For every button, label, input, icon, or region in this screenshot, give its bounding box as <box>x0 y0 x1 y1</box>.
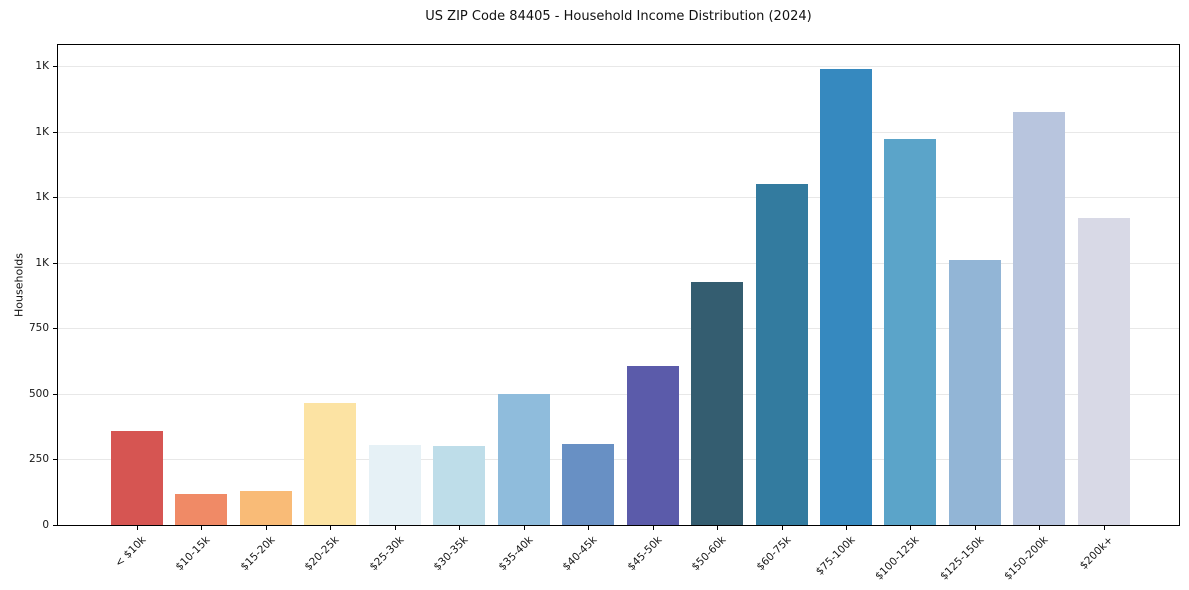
bar <box>626 366 679 525</box>
gridline <box>58 197 1179 199</box>
bar <box>175 493 228 525</box>
y-tick-label: 500 <box>28 387 49 400</box>
y-tick-label: 0 <box>42 519 49 531</box>
x-axis-tick <box>137 526 138 530</box>
bar <box>497 393 550 525</box>
bar <box>755 184 808 525</box>
y-tick-label: 1K <box>35 59 49 72</box>
y-tick-label: 1K <box>35 256 49 269</box>
bar <box>304 403 357 525</box>
x-axis-tick <box>974 526 976 530</box>
bar <box>884 139 937 525</box>
y-axis-tick <box>53 328 57 330</box>
bar <box>819 68 872 525</box>
y-axis-tick <box>53 262 57 264</box>
y-axis-tick <box>53 459 57 461</box>
bar <box>691 282 744 525</box>
y-axis-tick <box>53 393 57 395</box>
x-axis-tick <box>588 526 590 530</box>
y-axis-tick <box>53 65 57 67</box>
bar <box>1013 111 1066 525</box>
bar <box>111 430 163 525</box>
plot-area <box>57 44 1180 526</box>
bar <box>1077 218 1130 525</box>
y-tick-label: 1K <box>35 125 49 138</box>
bar <box>948 260 1001 525</box>
x-axis-tick <box>394 526 396 530</box>
gridline <box>58 393 1179 395</box>
x-axis-tick <box>781 526 783 530</box>
x-axis-tick <box>1103 526 1105 530</box>
chart-title: US ZIP Code 84405 - Household Income Dis… <box>425 9 812 24</box>
y-tick-label: 750 <box>28 322 49 335</box>
y-axis-tick <box>53 525 57 526</box>
x-axis-tick <box>845 526 847 530</box>
x-axis-tick <box>523 526 525 530</box>
y-axis-tick <box>53 131 57 133</box>
gridline <box>58 131 1179 133</box>
y-tick-label: 250 <box>28 453 49 466</box>
gridline <box>58 65 1179 67</box>
gridline <box>58 328 1179 330</box>
bar <box>239 490 292 525</box>
x-axis-tick <box>652 526 654 530</box>
bar <box>562 443 615 525</box>
bar <box>368 445 421 525</box>
x-axis-tick <box>330 526 332 530</box>
x-axis-tick <box>459 526 461 530</box>
x-axis-tick <box>1039 526 1041 530</box>
gridline <box>58 262 1179 264</box>
y-axis-tick <box>53 197 57 199</box>
bar <box>433 446 486 525</box>
y-tick-label: 1K <box>35 191 49 204</box>
x-axis-tick <box>201 526 203 530</box>
gridline <box>58 459 1179 461</box>
x-axis-tick <box>265 526 267 530</box>
x-tick-label: < $10k <box>112 534 149 570</box>
x-axis-tick <box>910 526 912 530</box>
x-axis-tick <box>717 526 719 530</box>
